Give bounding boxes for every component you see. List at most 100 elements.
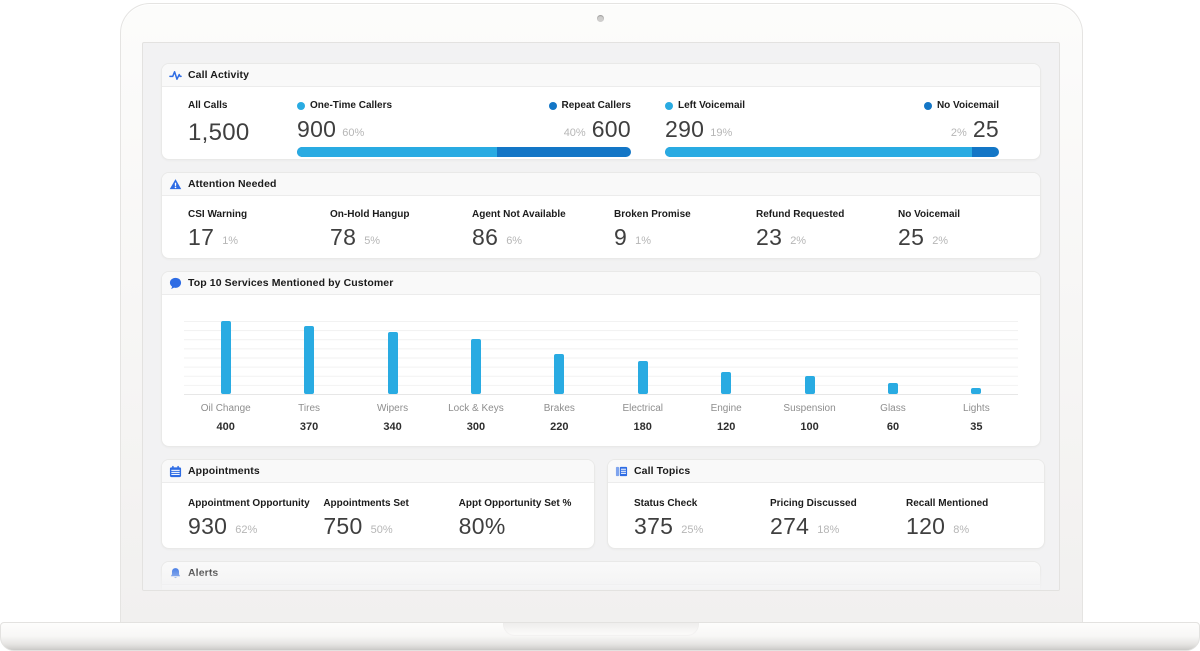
alerts-card: Alerts Calls with Alerts Closed Alerts <box>161 561 1041 590</box>
appointments-header: Appointments <box>162 460 594 483</box>
category-label: Oil Change <box>200 403 251 414</box>
voicemail-group: Left Voicemail No Voicemail 290 <box>665 100 999 157</box>
stat-percent: 1% <box>635 235 651 247</box>
stat-broken-promise: Broken Promise 9 1% <box>614 209 756 258</box>
legend-repeat-callers: Repeat Callers <box>548 100 631 111</box>
stat-percent: 19% <box>710 127 733 139</box>
stat-value: 17 <box>188 224 215 250</box>
card-title: Call Topics <box>634 465 691 477</box>
newspaper-icon <box>615 465 628 478</box>
stat-value: 1,500 <box>188 119 250 146</box>
legend-dot-icon <box>297 101 305 110</box>
progress-light-segment <box>297 147 498 157</box>
stat-percent: 25% <box>681 524 704 536</box>
card-title: Top 10 Services Mentioned by Customer <box>188 277 394 289</box>
stat-value: 78 <box>330 224 357 250</box>
bar-tires <box>304 326 315 394</box>
bar-brakes <box>554 353 565 394</box>
stat-value: 750 <box>323 513 363 539</box>
category-label: Wipers <box>376 403 409 414</box>
legend-label: One-Time Callers <box>310 100 393 111</box>
legend-no-voicemail: No Voicemail <box>923 100 999 111</box>
stat-value: 600 <box>591 116 631 142</box>
appointments-body: Appointment Opportunity 930 62% Appointme… <box>162 483 594 548</box>
category-label: Glass <box>880 403 906 414</box>
bar-lock-keys <box>470 339 481 394</box>
legend-label: Repeat Callers <box>561 100 631 111</box>
dashboard-screen: Call Activity All Calls 1,500 One-Time C… <box>142 42 1060 591</box>
stat-value: 86 <box>472 224 499 250</box>
bar-chart-category-labels: Oil Change Tires Wipers Lock & Keys Brak… <box>184 403 1018 414</box>
attention-needed-body: CSI Warning 17 1% On-Hold Hangup 78 5% Age… <box>162 196 1040 258</box>
value-label: 300 <box>466 421 486 433</box>
call-activity-body: All Calls 1,500 One-Time Callers <box>162 87 1040 159</box>
legend-one-time-callers: One-Time Callers <box>297 100 392 111</box>
stat-pricing-discussed: Pricing Discussed 274 18% <box>770 498 906 548</box>
stat-value: 375 <box>634 513 674 539</box>
category-label: Electrical <box>622 403 664 414</box>
stat-label: CSI Warning <box>188 209 248 220</box>
bar-oil-change <box>220 321 231 394</box>
stat-percent: 2% <box>950 127 967 139</box>
stat-percent: 62% <box>235 524 258 536</box>
stat-percent: 6% <box>506 235 523 247</box>
top-services-card: Top 10 Services Mentioned by Customer <box>161 271 1041 447</box>
value-label: 35 <box>970 421 983 433</box>
appointments-topics-row: Appointments Appointment Opportunity 930… <box>161 459 1045 549</box>
category-label: Lights <box>963 403 990 414</box>
call-topics-body: Status Check 375 25% Pricing Discussed 27… <box>608 483 1044 548</box>
value-label: 370 <box>299 421 319 433</box>
stat-no-voicemail: No Voicemail 25 2% <box>898 209 1040 258</box>
stat-percent: 2% <box>932 235 949 247</box>
category-label: Suspension <box>783 403 836 414</box>
bar-electrical <box>637 361 648 394</box>
stat-appointments-set: Appointments Set 750 50% <box>323 498 458 548</box>
legend-label: Left Voicemail <box>678 100 746 111</box>
call-topics-header: Call Topics <box>608 460 1044 483</box>
call-topics-card: Call Topics Status Check 375 25% Pricing … <box>607 459 1045 549</box>
stat-label: Appt Opportunity Set % <box>458 498 572 509</box>
value-label: 340 <box>383 421 402 433</box>
stat-agent-not-available: Agent Not Available 86 6% <box>472 209 614 258</box>
legend-dot-icon <box>923 101 932 110</box>
top-services-header: Top 10 Services Mentioned by Customer <box>162 272 1040 295</box>
stat-percent: 8% <box>953 524 970 536</box>
bar-engine <box>721 372 732 394</box>
category-label: Tires <box>298 403 321 414</box>
stat-value: 900 <box>297 116 337 142</box>
stat-value: 25 <box>898 224 925 250</box>
stat-value: 290 <box>665 116 705 142</box>
stat-value: 120 <box>906 513 946 539</box>
stat-on-hold-hangup: On-Hold Hangup 78 5% <box>330 209 472 258</box>
stat-label: Pricing Discussed <box>770 498 857 509</box>
webcam-icon <box>597 15 604 22</box>
card-title: Call Activity <box>188 69 250 81</box>
stat-label: All Calls <box>188 100 228 111</box>
stat-value: 80% <box>458 513 506 539</box>
stat-label: Status Check <box>634 498 698 509</box>
bar-suspension <box>804 375 815 394</box>
stat-csi-warning: CSI Warning 17 1% <box>188 209 330 258</box>
legend-dot-icon <box>665 101 673 110</box>
category-label: Lock & Keys <box>448 403 504 414</box>
card-title: Attention Needed <box>188 178 277 190</box>
stat-label: Appointments Set <box>323 498 409 509</box>
bell-icon <box>169 567 182 580</box>
stat-label: Agent Not Available <box>472 209 566 220</box>
stat-percent: 18% <box>817 524 840 536</box>
alerts-header: Alerts <box>162 562 1040 585</box>
calendar-icon <box>169 465 182 478</box>
bar-chart-plot <box>184 321 1018 395</box>
bar-lights <box>971 387 982 394</box>
category-label: Engine <box>710 403 742 414</box>
card-title: Alerts <box>188 567 219 579</box>
value-label: 180 <box>633 421 652 433</box>
legend-label: No Voicemail <box>936 100 999 111</box>
call-activity-card: Call Activity All Calls 1,500 One-Time C… <box>161 63 1041 160</box>
stat-label: Refund Requested <box>756 209 845 220</box>
stat-percent: 40% <box>563 127 586 139</box>
caller-type-progress-bar <box>297 147 631 157</box>
stat-value: 274 <box>770 513 810 539</box>
stat-percent: 50% <box>370 524 393 536</box>
